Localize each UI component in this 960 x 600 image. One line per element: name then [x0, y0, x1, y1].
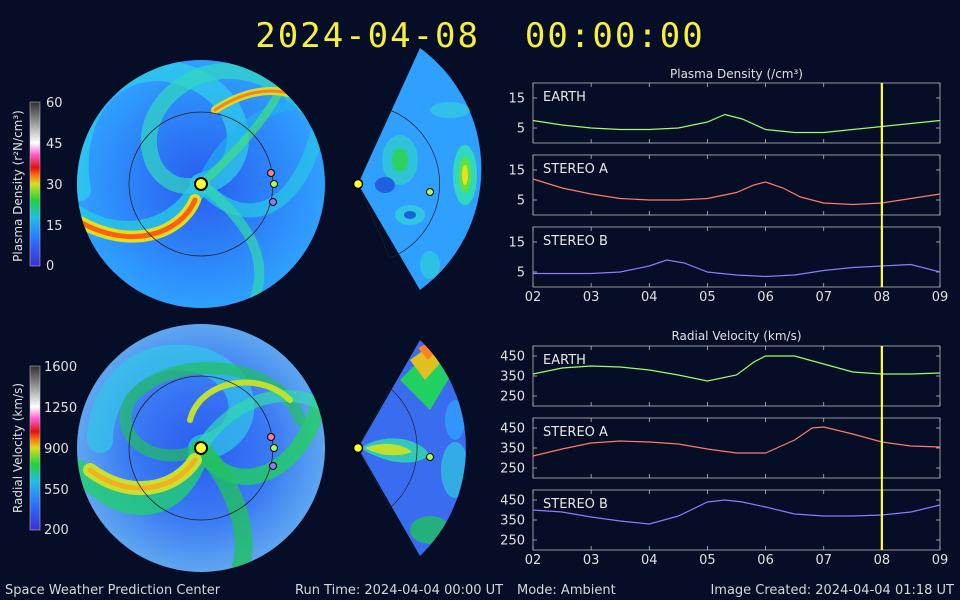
x-tick-label: 02	[525, 553, 542, 568]
density-tick: 15	[46, 219, 63, 234]
y-tick-label: 15	[508, 164, 525, 179]
y-tick-label: 450	[500, 422, 525, 437]
series-line-stereo-b	[532, 499, 941, 525]
series-line-stereo-a	[532, 178, 941, 206]
x-tick-label: 07	[815, 290, 832, 305]
velocity-meridional-wedge	[352, 340, 466, 556]
density-ecliptic-disk	[77, 60, 325, 308]
panel-frame	[532, 82, 941, 144]
panel-label: STEREO A	[543, 425, 608, 440]
series-line-earth	[532, 355, 941, 382]
x-tick-label: 03	[583, 290, 600, 305]
footer-mode: Mode: Ambient	[517, 583, 616, 598]
x-tick-label: 08	[874, 290, 891, 305]
panel-frame	[532, 226, 941, 288]
velocity-ecliptic-disk	[77, 324, 325, 572]
velocity-colorbar-label: Radial Velocity (km/s)	[11, 383, 25, 513]
y-tick-label: 250	[500, 390, 525, 405]
x-tick-label: 08	[874, 553, 891, 568]
velocity-tick: 550	[44, 483, 69, 498]
density-colorbar-label: Plasma Density (r²N/cm³)	[11, 110, 25, 262]
x-tick-label: 02	[525, 290, 542, 305]
panel-frame	[532, 154, 941, 216]
density-meridional-wedge	[352, 48, 482, 290]
panel-label: STEREO A	[543, 162, 608, 177]
y-tick-label: 350	[500, 370, 525, 385]
footer-run-time: Run Time: 2024-04-04 00:00 UT	[295, 583, 504, 598]
panel-label: EARTH	[543, 353, 586, 368]
y-tick-label: 5	[517, 266, 525, 281]
footer-org: Space Weather Prediction Center	[5, 583, 221, 598]
velocity-colorbar: Radial Velocity (km/s) 1600 1250 900 550…	[11, 360, 77, 538]
velocity-tick: 1600	[44, 360, 77, 375]
velocity-tick: 1250	[44, 401, 77, 416]
chart-title: Radial Velocity (km/s)	[671, 329, 801, 343]
x-tick-label: 06	[757, 290, 774, 305]
series-line-stereo-a	[532, 426, 941, 457]
y-tick-label: 5	[517, 122, 525, 137]
density-colorbar: Plasma Density (r²N/cm³) 60 45 30 15 0	[11, 96, 63, 274]
density-tick: 30	[46, 178, 63, 193]
y-tick-label: 350	[500, 514, 525, 529]
density-tick: 45	[46, 137, 63, 152]
x-tick-label: 09	[932, 553, 949, 568]
x-tick-label: 07	[815, 553, 832, 568]
x-tick-label: 04	[641, 553, 658, 568]
y-tick-label: 450	[500, 494, 525, 509]
chart-title: Plasma Density (/cm³)	[670, 67, 803, 81]
velocity-timeseries-chart: Radial Velocity (km/s) 450 350 250 EARTH 450 3…	[500, 329, 948, 568]
y-tick-label: 250	[500, 462, 525, 477]
x-tick-label: 05	[699, 553, 716, 568]
y-tick-label: 450	[500, 350, 525, 365]
y-tick-label: 350	[500, 442, 525, 457]
panel-frame	[532, 345, 941, 407]
x-tick-label: 04	[641, 290, 658, 305]
series-line-earth	[532, 113, 941, 134]
series-line-stereo-b	[533, 259, 941, 278]
timestamp-title: 2024-04-08 00:00:00	[255, 16, 704, 56]
panel-label: EARTH	[543, 90, 586, 105]
x-tick-label: 03	[583, 553, 600, 568]
y-tick-label: 15	[508, 236, 525, 251]
velocity-tick: 200	[44, 523, 69, 538]
velocity-tick: 900	[44, 442, 69, 457]
panel-label: STEREO B	[543, 234, 608, 249]
x-tick-label: 09	[932, 290, 949, 305]
density-tick: 0	[46, 259, 54, 274]
time-series-charts: Plasma Density (/cm³) 15 5 EARTH 15 5 STEREO A…	[500, 67, 948, 568]
x-tick-label: 05	[699, 290, 716, 305]
panel-label: STEREO B	[543, 497, 608, 512]
footer-created: Image Created: 2024-04-04 01:18 UT	[710, 583, 954, 598]
density-timeseries-chart: Plasma Density (/cm³) 15 5 EARTH 15 5 STEREO A…	[508, 67, 948, 305]
y-tick-label: 15	[508, 92, 525, 107]
y-tick-label: 5	[517, 194, 525, 209]
x-tick-label: 06	[757, 553, 774, 568]
density-tick: 60	[46, 96, 63, 111]
y-tick-label: 250	[500, 534, 525, 549]
